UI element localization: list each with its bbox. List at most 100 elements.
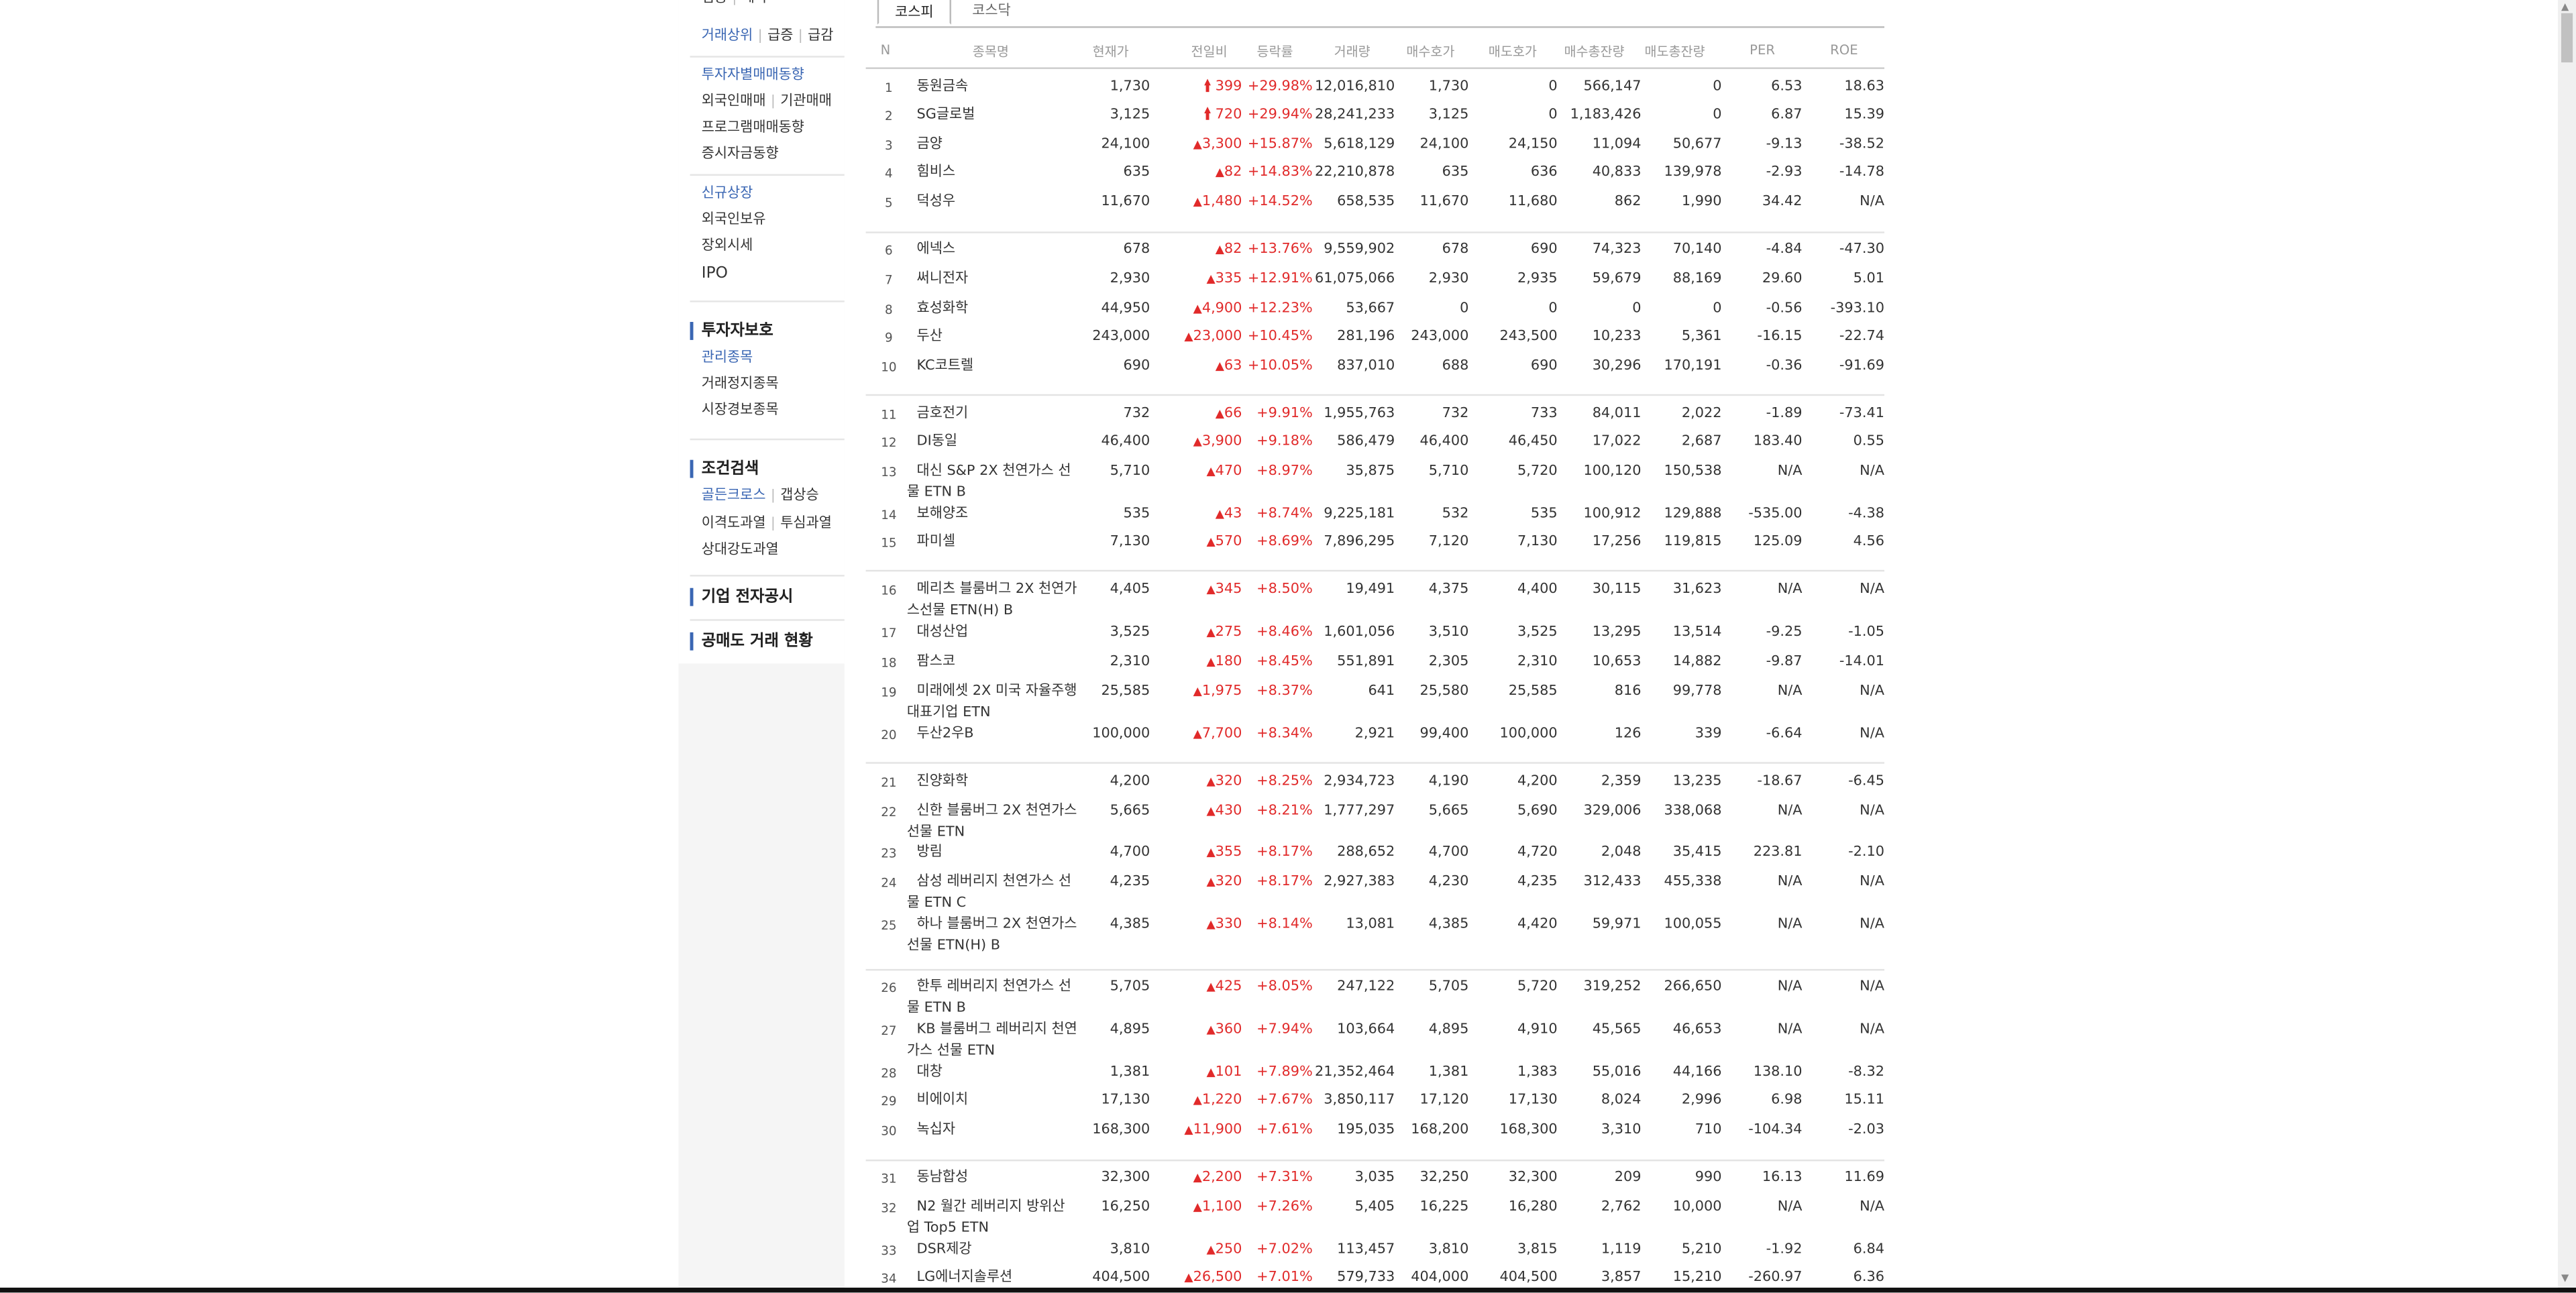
vertical-scrollbar[interactable]: ▲ ▼ — [2558, 0, 2576, 1293]
scroll-thumb[interactable] — [2561, 13, 2573, 63]
stock-name-link[interactable]: 써니전자 — [916, 271, 969, 288]
cell-roe: -47.30 — [1839, 241, 1885, 258]
stock-name-link[interactable]: 동원금속 — [916, 78, 969, 96]
column-header-rate[interactable]: 등락률 — [1256, 44, 1293, 60]
stock-name-link[interactable]: 대창 — [916, 1064, 943, 1081]
column-header-bid-total[interactable]: 매수총잔량 — [1564, 44, 1625, 60]
column-header-volume[interactable]: 거래량 — [1334, 44, 1371, 60]
column-header-name[interactable]: 종목명 — [972, 44, 1009, 60]
sidebar-rank-links: 거래상위 | 급증 | 급감 — [701, 27, 834, 45]
stock-name-link[interactable]: 비에이치 — [916, 1092, 969, 1109]
tab-kosdaq[interactable]: 코스닥 — [972, 3, 1011, 20]
cell-ask-total: 35,415 — [1672, 844, 1722, 861]
sidebar-item-plunge[interactable]: 급감 — [808, 27, 834, 45]
stock-name-link[interactable]: 효성화학 — [916, 300, 969, 317]
sidebar-item-gap-up[interactable]: 갭상승 — [780, 488, 819, 504]
sidebar-item-off-market[interactable]: 장외시세 — [701, 238, 753, 255]
sidebar-item-market-funds[interactable]: 증시자금동향 — [701, 146, 779, 163]
stock-name-link[interactable]: N2 월간 레버리지 방위산업 Top5 ETN — [906, 1198, 1065, 1237]
stock-name-link[interactable]: 방림 — [916, 844, 943, 861]
sidebar-item-ipo[interactable]: IPO — [701, 264, 728, 283]
sidebar-divider — [690, 174, 845, 176]
stock-name-link[interactable]: KC코트렐 — [916, 357, 974, 375]
cell-volume: 22,210,878 — [1315, 164, 1395, 181]
sidebar-item-relative-strength[interactable]: 상대강도과열 — [701, 542, 779, 559]
stock-name-link[interactable]: 한투 레버리지 천연가스 선물 ETN B — [906, 978, 1072, 1017]
column-header-bid[interactable]: 매수호가 — [1406, 44, 1455, 60]
stock-name-link[interactable]: 대성산업 — [916, 624, 969, 641]
scroll-down-icon[interactable]: ▼ — [2561, 1272, 2569, 1285]
stock-name-link[interactable]: 파미셀 — [916, 533, 956, 551]
cell-price: 4,700 — [1110, 844, 1150, 861]
up-triangle-icon: ▲ — [1206, 1023, 1216, 1037]
stock-name-link[interactable]: 두산2우B — [916, 726, 974, 742]
stock-name-link[interactable]: 삼성 레버리지 천연가스 선물 ETN C — [906, 873, 1072, 912]
tab-kospi[interactable]: 코스피 — [877, 0, 951, 25]
scroll-up-icon[interactable]: ▲ — [2561, 1, 2569, 13]
column-header-ask-total[interactable]: 매도총잔량 — [1644, 44, 1705, 60]
sidebar-item-surge[interactable]: 급증 — [767, 27, 794, 45]
stock-name-link[interactable]: 두산 — [916, 328, 943, 345]
sidebar-item-program-trading[interactable]: 프로그램매매동향 — [701, 119, 804, 137]
cell-ask: 16,280 — [1508, 1198, 1558, 1216]
stock-name-link[interactable]: 진양화학 — [916, 773, 969, 790]
cell-bid: 4,700 — [1428, 844, 1469, 861]
column-header-per[interactable]: PER — [1750, 42, 1775, 58]
stock-name-link[interactable]: KB 블룸버그 레버리지 천연가스 선물 ETN — [906, 1021, 1077, 1060]
sidebar-item-sector[interactable]: 업종 — [702, 0, 727, 7]
sidebar-item-new-listing[interactable]: 신규상장 — [701, 185, 753, 203]
sidebar-item-investor-trading[interactable]: 투자자별매매동향 — [701, 67, 804, 84]
stock-name-link[interactable]: 대신 S&P 2X 천연가스 선물 ETN B — [906, 463, 1071, 501]
cell-roe: -73.41 — [1839, 405, 1885, 423]
cell-price: 3,810 — [1110, 1241, 1150, 1258]
stock-name-link[interactable]: 보해양조 — [916, 506, 969, 522]
stock-name-link[interactable]: 금양 — [916, 136, 943, 153]
cell-change: ▲430 — [1206, 803, 1242, 820]
stock-name-link[interactable]: 금호전기 — [916, 405, 969, 423]
cell-per: -18.67 — [1757, 773, 1803, 790]
sidebar-item-institution-trading[interactable]: 기관매매 — [780, 93, 832, 111]
sidebar-item-managed-stocks[interactable]: 관리종목 — [701, 349, 753, 367]
stock-name-link[interactable]: LG에너지솔루션 — [916, 1270, 1013, 1286]
cell-bid: 4,230 — [1428, 873, 1469, 891]
stock-name-link[interactable]: 메리츠 블룸버그 2X 천연가스선물 ETN(H) B — [906, 581, 1077, 620]
sidebar-heading-disclosure[interactable]: 기업 전자공시 — [690, 587, 793, 606]
stock-name-link[interactable]: 힘비스 — [916, 164, 956, 181]
column-header-change[interactable]: 전일비 — [1191, 44, 1228, 60]
change-value: 3,900 — [1201, 433, 1242, 451]
sidebar-item-psychology-overheat[interactable]: 투심과열 — [780, 515, 832, 532]
row-number: 13 — [881, 465, 897, 480]
column-header-price[interactable]: 현재가 — [1092, 44, 1129, 60]
column-header-ask[interactable]: 매도호가 — [1488, 44, 1537, 60]
sidebar-item-foreign-holding[interactable]: 외국인보유 — [701, 211, 766, 229]
sidebar-item-halted-stocks[interactable]: 거래정지종목 — [701, 376, 779, 393]
sidebar-item-golden-cross[interactable]: 골든크로스 — [701, 488, 766, 504]
cell-roe: -1.05 — [1848, 624, 1885, 641]
stock-name-link[interactable]: SG글로벌 — [916, 107, 975, 123]
sidebar-item-disparity-overheat[interactable]: 이격도과열 — [701, 515, 766, 532]
sidebar-heading-condition-search[interactable]: 조건검색 — [690, 459, 759, 478]
stock-name-link[interactable]: 동남합성 — [916, 1169, 969, 1186]
sidebar-heading-short-selling[interactable]: 공매도 거래 현황 — [690, 632, 813, 651]
stock-name-link[interactable]: DSR제강 — [916, 1241, 972, 1258]
cell-ask-total: 46,653 — [1672, 1021, 1722, 1038]
stock-name-link[interactable]: 미래에셋 2X 미국 자율주행대표기업 ETN — [906, 683, 1077, 722]
cell-volume: 586,479 — [1337, 433, 1395, 451]
stock-name-link[interactable]: 덕성우 — [916, 193, 956, 211]
cell-per: 6.53 — [1771, 78, 1803, 96]
cell-roe: N/A — [1860, 463, 1885, 480]
stock-name-link[interactable]: 팜스코 — [916, 653, 956, 671]
stock-name-link[interactable]: 에넥스 — [916, 241, 956, 258]
stock-name-link[interactable]: DI동일 — [916, 433, 958, 451]
change-value: 2,200 — [1201, 1169, 1242, 1186]
sidebar-item-theme[interactable]: 테마 — [742, 0, 767, 7]
stock-name-link[interactable]: 녹십자 — [916, 1121, 956, 1139]
row-number: 31 — [881, 1171, 897, 1186]
stock-name-link[interactable]: 신한 블룸버그 2X 천연가스 선물 ETN — [906, 803, 1077, 841]
sidebar-item-market-warning[interactable]: 시장경보종목 — [701, 402, 779, 419]
column-header-roe[interactable]: ROE — [1830, 42, 1858, 58]
stock-name-link[interactable]: 하나 블룸버그 2X 천연가스 선물 ETN(H) B — [906, 916, 1077, 954]
sidebar-item-volume-rank[interactable]: 거래상위 — [701, 27, 753, 45]
sidebar-item-foreign-trading[interactable]: 외국인매매 — [701, 93, 766, 111]
sidebar-heading-investor-protection[interactable]: 투자자보호 — [690, 322, 773, 340]
